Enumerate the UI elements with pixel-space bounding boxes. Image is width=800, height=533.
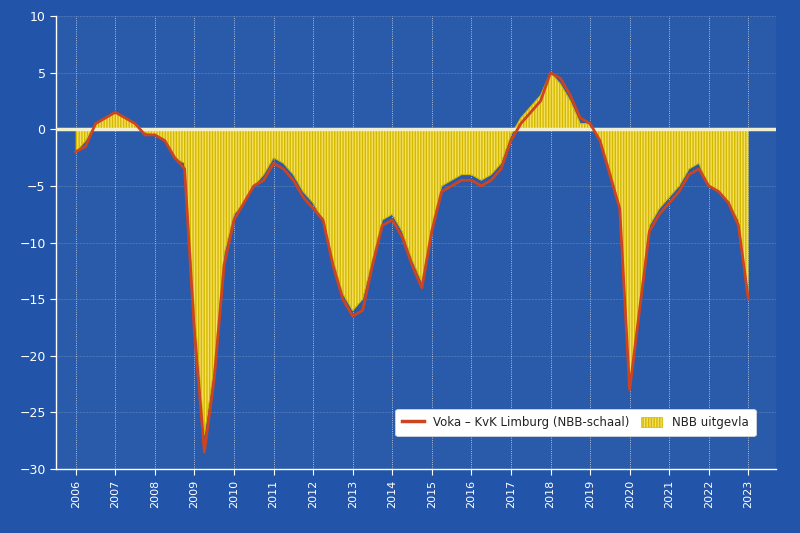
Legend: Voka – KvK Limburg (NBB-schaal), NBB uitgevla: Voka – KvK Limburg (NBB-schaal), NBB uit… [395, 409, 756, 436]
